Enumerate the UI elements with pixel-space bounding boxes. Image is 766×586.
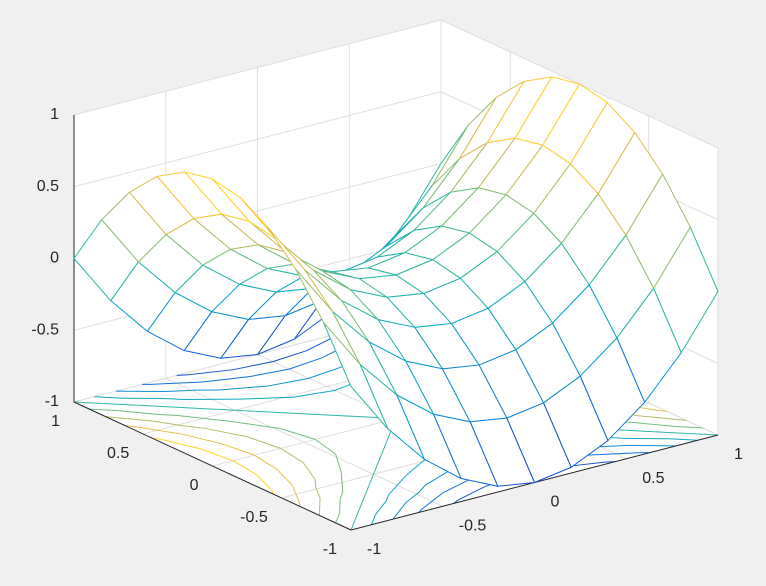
contour-segment [633,422,675,427]
contour-segment [158,413,177,416]
y-tick-label: -0.5 [240,509,268,526]
grid-line [73,91,442,188]
contour-segment [339,498,341,513]
contour-segment [308,366,342,379]
contour-segment [318,498,321,516]
contour-segment [150,381,203,385]
z-tick-label: 0 [50,250,59,267]
y-tick-label: 1 [51,413,60,430]
contour-segment [219,385,269,391]
contour-segment [73,401,139,406]
contour-segment [247,436,281,449]
contour-segment [94,396,124,399]
contour-segment [133,426,182,435]
contour-segment [200,448,234,462]
contour-segment [638,415,687,421]
contour-segment [202,408,268,413]
grid-line [73,19,442,116]
contour-segment [673,425,703,429]
contour-segment [239,396,293,400]
contour-segment [187,369,234,376]
contour-segment [658,409,667,412]
contour-segment [359,485,370,508]
contour-segment [335,453,342,473]
contour-segment [368,462,379,486]
contour-segment [340,472,344,493]
contour-segment [161,438,202,450]
contour-segment [138,404,203,410]
contour-segment [256,474,273,491]
contour-segment [181,433,222,445]
contour-segment [335,512,341,524]
contour-segment [370,514,376,525]
contour-segment [315,487,321,499]
contour-segment [392,502,407,520]
contour-segment [457,485,486,501]
contour-segment [339,491,344,499]
contour-segment [232,460,257,476]
x-tick-label: -1 [367,541,381,558]
x-tick-label: 0 [551,494,560,511]
contour-segment [254,454,278,470]
contour-segment [248,368,290,378]
y-tick-label: 0 [190,477,199,494]
contour-segment [288,357,323,370]
x-tick-label: 1 [734,446,743,463]
contour-segment [117,410,159,415]
contour-segment [421,492,443,510]
contour-segment [280,447,304,463]
contour-segment [425,469,451,486]
contour-segment [233,361,273,371]
contour-segment [164,398,184,400]
contour-segment [204,427,248,438]
contour-segment [306,336,335,352]
contour-segment [314,479,317,488]
contour-segment [418,484,426,493]
y-tick-label: 0.5 [107,445,129,462]
contour-segment [272,350,307,363]
contour-segment [302,462,316,480]
contour-segment [653,431,719,436]
contour-segment [153,420,183,427]
contour-segment [268,377,310,387]
contour-segment [608,437,628,439]
contour-segment [221,443,255,456]
contour-segment [291,485,301,504]
contour-segment [89,408,119,412]
x-tick-label: 0.5 [642,470,664,487]
contour-segment [405,458,427,477]
mesh-cell [295,268,361,365]
z-tick-label: 1 [50,106,59,123]
contour-segment [292,389,336,398]
axis-line [73,401,352,531]
contour-segment [176,414,231,422]
contour-segment [267,411,332,416]
contour-segment [314,438,336,455]
contour-segment [202,376,249,383]
contour-segment [405,492,420,503]
contour-segment [350,507,361,531]
contour-segment [385,494,390,502]
contour-segment [276,468,293,486]
contour-segment [105,416,154,422]
y-tick-label: -1 [323,541,337,558]
contour-segment [280,428,316,440]
contour-segment [589,452,642,456]
contour-segment [442,478,471,494]
x-tick-label: -0.5 [459,517,487,534]
contour-segment [230,420,281,429]
z-tick-label: -1 [45,393,59,410]
mesh-cell [625,173,691,289]
contour-segment [182,425,205,429]
contour-segment [388,475,407,495]
z-tick-label: 0.5 [37,178,59,195]
contour-segment [377,440,388,464]
contour-segment [374,500,387,516]
contour-segment [165,389,198,393]
z-tick-label: -0.5 [31,321,59,338]
contour-segment [668,438,698,441]
